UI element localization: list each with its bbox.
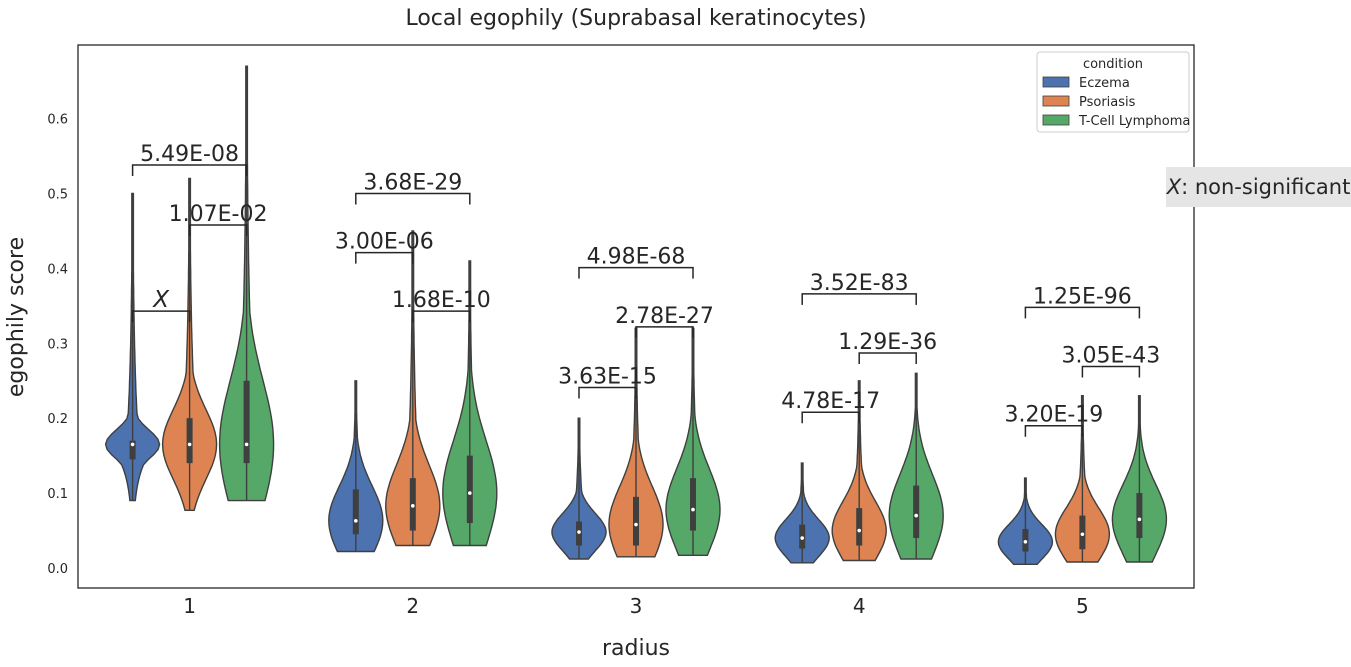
y-tick-label: 0.1 bbox=[47, 487, 68, 502]
pvalue-label: 3.52E-83 bbox=[810, 271, 909, 296]
legend-swatch bbox=[1042, 95, 1070, 107]
violin-median bbox=[1080, 532, 1085, 537]
x-tick-label: 2 bbox=[406, 594, 419, 618]
violin-iqr-box bbox=[1079, 515, 1086, 550]
significance-bracket bbox=[801, 411, 860, 424]
legend-title: condition bbox=[1083, 57, 1143, 72]
violin-median bbox=[1137, 517, 1142, 522]
violin-median bbox=[800, 536, 804, 540]
violin-iqr-box bbox=[186, 418, 193, 464]
chart-title: Local egophily (Suprabasal keratinocytes… bbox=[405, 6, 866, 31]
y-axis-label: egophily score bbox=[4, 237, 29, 397]
violin-median bbox=[857, 528, 861, 533]
violin-iqr-box bbox=[690, 478, 696, 531]
significance-brackets: X 1.07E-02 5.49E-08 3.00E-06 1.68E-10 3.68E-2… bbox=[131, 142, 1160, 437]
x-tick-label: 4 bbox=[853, 594, 866, 618]
violin-iqr-box bbox=[856, 508, 863, 546]
pvalue-label: 4.98E-68 bbox=[587, 245, 686, 270]
significance-bracket bbox=[1024, 424, 1084, 437]
pvalue-label: 4.78E-17 bbox=[781, 389, 880, 414]
x-tick-label: 1 bbox=[183, 594, 196, 618]
violin-median bbox=[691, 507, 695, 512]
x-tick-label: 5 bbox=[1076, 594, 1089, 618]
significance-bracket bbox=[635, 326, 694, 338]
significance-bracket bbox=[355, 192, 471, 205]
x-tick-label: 3 bbox=[630, 594, 643, 618]
violin-median bbox=[187, 442, 192, 447]
pvalue-label: 3.63E-15 bbox=[558, 364, 657, 389]
significance-bracket bbox=[1024, 306, 1141, 319]
significance-bracket bbox=[578, 386, 637, 399]
legend-label: Eczema bbox=[1079, 76, 1130, 91]
violin-median bbox=[914, 513, 918, 518]
legend-swatch bbox=[1042, 76, 1070, 88]
pvalue-label: 3.00E-06 bbox=[335, 230, 434, 255]
pvalue-label: 5.49E-08 bbox=[140, 142, 239, 167]
x-axis: 1 2 3 4 5 bbox=[183, 594, 1089, 618]
y-tick-label: 0.0 bbox=[47, 562, 68, 577]
y-tick-label: 0.3 bbox=[47, 337, 68, 352]
significance-bracket bbox=[412, 310, 471, 323]
pvalue-label: 1.25E-96 bbox=[1033, 284, 1132, 309]
pvalue-label: 2.78E-27 bbox=[615, 304, 714, 329]
significance-bracket bbox=[131, 310, 191, 323]
violin-iqr-box bbox=[129, 440, 136, 460]
y-tick-label: 0.5 bbox=[47, 188, 68, 203]
violin-median bbox=[1023, 539, 1028, 544]
violin-median bbox=[468, 491, 472, 495]
significance-bracket bbox=[858, 352, 917, 365]
pvalue-label: 1.07E-02 bbox=[169, 202, 268, 227]
legend-label: T-Cell Lymphoma bbox=[1078, 114, 1190, 129]
significance-bracket bbox=[355, 251, 414, 264]
violin-median bbox=[244, 442, 249, 447]
legend-swatch bbox=[1042, 114, 1070, 126]
violin-iqr-box bbox=[633, 496, 639, 546]
violin-median bbox=[130, 442, 135, 447]
violin-iqr-box bbox=[352, 489, 359, 535]
violin-iqr-box bbox=[466, 455, 473, 524]
violin-iqr-box bbox=[243, 380, 250, 464]
note-symbol: X bbox=[1166, 175, 1182, 199]
violin-iqr-box bbox=[913, 485, 920, 539]
pvalue-label: 1.68E-10 bbox=[392, 288, 491, 313]
significance-bracket bbox=[1081, 365, 1141, 378]
significance-bracket bbox=[578, 266, 694, 279]
legend-frame bbox=[1036, 51, 1190, 133]
violin-median bbox=[577, 530, 581, 534]
pvalue-label: 3.05E-43 bbox=[1061, 344, 1160, 369]
y-axis: 0.0 0.1 0.2 0.3 0.4 0.5 0.6 bbox=[47, 113, 68, 577]
significance-bracket bbox=[188, 224, 248, 236]
y-tick-label: 0.6 bbox=[47, 113, 68, 128]
violin-median bbox=[634, 522, 638, 527]
pvalue-label: 1.29E-36 bbox=[838, 330, 937, 355]
violins-group bbox=[104, 65, 1168, 565]
y-tick-label: 0.2 bbox=[47, 412, 68, 427]
violin-median bbox=[354, 519, 358, 523]
violin-median bbox=[411, 504, 415, 508]
significance-bracket bbox=[801, 293, 917, 305]
pvalue-label: 3.20E-19 bbox=[1004, 403, 1103, 428]
violin-iqr-box bbox=[1136, 493, 1143, 539]
significance-bracket bbox=[131, 164, 248, 177]
significance-note: X: non-significant bbox=[1166, 167, 1351, 207]
x-axis-label: radius bbox=[602, 636, 670, 661]
legend: condition Eczema Psoriasis T-Cell Lymphoma bbox=[1036, 51, 1190, 133]
y-tick-label: 0.4 bbox=[47, 262, 68, 277]
pvalue-label: 3.68E-29 bbox=[363, 171, 462, 196]
pvalue-label: X bbox=[152, 287, 170, 313]
note-text: : non-significant bbox=[1181, 175, 1351, 199]
legend-label: Psoriasis bbox=[1079, 95, 1136, 110]
plot-frame bbox=[77, 44, 1195, 589]
